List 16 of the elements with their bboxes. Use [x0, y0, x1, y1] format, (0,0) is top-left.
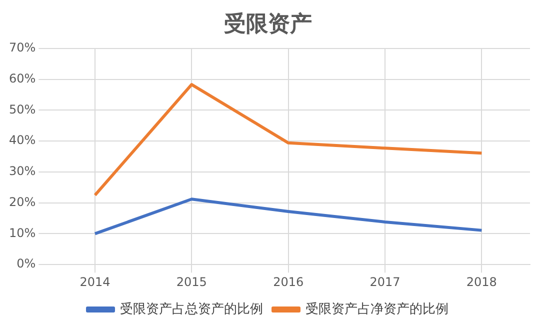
chart-title: 受限资产 — [224, 10, 312, 37]
legend-label: 受限资产占净资产的比例 — [306, 302, 448, 317]
y-tick-label: 50% — [9, 102, 36, 116]
x-tick-label: 2016 — [273, 274, 304, 289]
y-tick-label: 0% — [16, 256, 36, 271]
y-tick-label: 70% — [9, 40, 36, 55]
y-tick-label: 30% — [9, 164, 36, 178]
x-tick-label: 2015 — [176, 274, 207, 289]
y-tick-label: 60% — [9, 71, 36, 86]
x-tick-label: 2014 — [80, 274, 110, 289]
y-tick-label: 20% — [9, 194, 36, 209]
x-tick-label: 2018 — [466, 274, 497, 289]
legend-label: 受限资产占总资产的比例 — [120, 302, 263, 317]
y-tick-label: 10% — [9, 226, 36, 240]
y-tick-label: 40% — [9, 133, 36, 148]
x-tick-label: 2017 — [370, 274, 400, 289]
